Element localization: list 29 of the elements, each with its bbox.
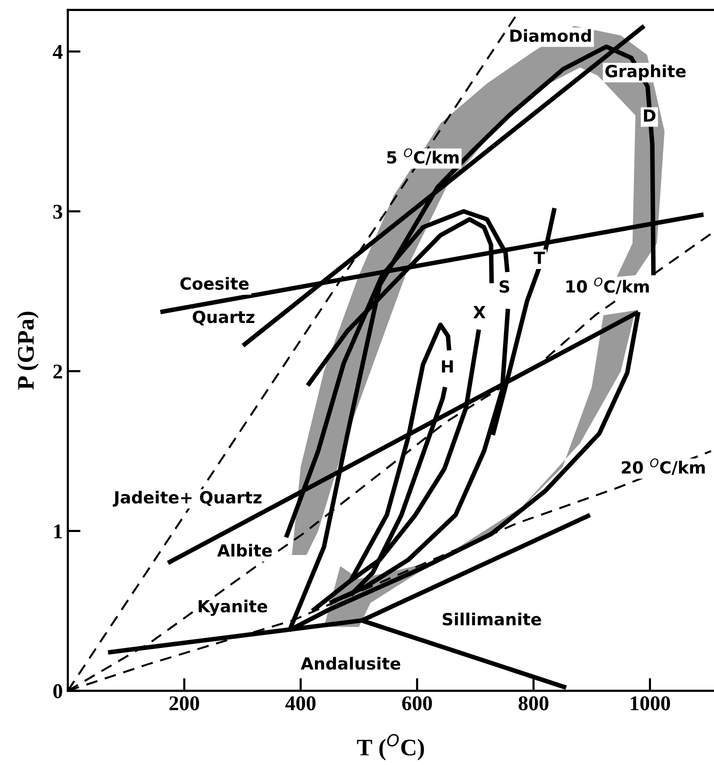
y-axis-title: P (GPa) (17, 312, 39, 390)
annotation: Coesite (180, 276, 249, 290)
annotation: Kyanite (198, 600, 268, 616)
annotation: H (442, 360, 453, 373)
x-tick-label: 600 (402, 696, 432, 710)
annotation: Andalusite (300, 656, 400, 670)
y-tick-label: 3 (53, 204, 62, 219)
annotation: Albite (217, 544, 272, 557)
annotation: D (644, 109, 656, 122)
x-tick-label: 800 (518, 696, 548, 710)
annotation: 10 $^{O}$C/km (566, 278, 649, 294)
annotation: Quartz (192, 310, 254, 326)
y-tick-label: 0 (53, 684, 62, 698)
y-tick-label: 2 (53, 364, 62, 378)
x-axis-title: T ($^{O}$C) (357, 734, 424, 760)
x-tick-label: 400 (285, 696, 316, 710)
y-tick-label: 4 (52, 45, 63, 59)
annotation: Diamond (510, 29, 591, 42)
annotation: S (500, 280, 510, 293)
x-tick-label: 1000 (630, 696, 670, 710)
annotation: Graphite (605, 64, 686, 81)
x-tick-label: 200 (170, 696, 200, 710)
annotation: 5 $^{O}$C/km (387, 148, 459, 165)
annotation: X (473, 306, 486, 318)
annotation: Jadeite+ Quartz (112, 490, 262, 507)
annotation: Sillimanite (442, 612, 542, 626)
y-tick-label: 1 (54, 524, 62, 538)
annotation: T (534, 252, 545, 264)
annotation: 20 $^{O}$C/km (622, 458, 705, 476)
